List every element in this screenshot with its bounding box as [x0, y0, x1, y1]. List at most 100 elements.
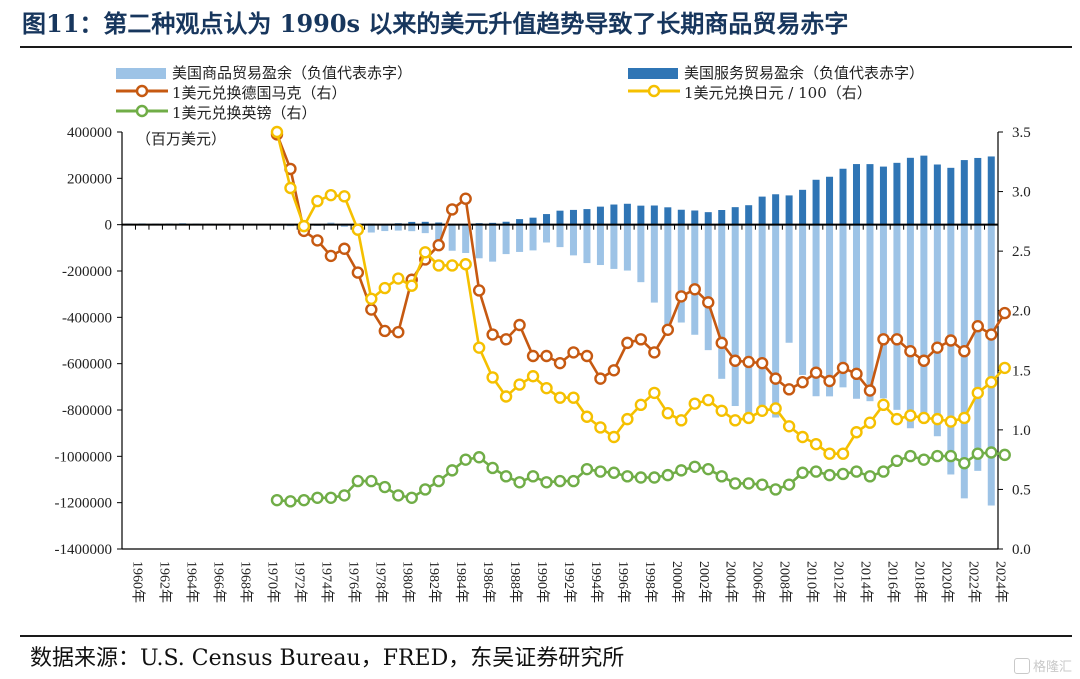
gbp-line-point-2003年	[702, 462, 715, 476]
services-bar-2015年	[866, 164, 874, 225]
jpy-line-point-2020年	[931, 412, 944, 426]
goods-bar-2001年	[677, 224, 685, 323]
watermark-text: 格隆汇	[1032, 660, 1072, 675]
dem-line-point-1975年	[324, 249, 338, 263]
jpy-line-point-1997年	[621, 412, 634, 426]
goods-bar-1985年	[462, 224, 470, 253]
services-bar-2009年	[785, 195, 793, 225]
right-tick-label: 0.5	[1012, 482, 1031, 498]
services-bar-1999年	[650, 205, 658, 225]
dem-line-point-1994年	[580, 349, 594, 363]
services-bar-2022年	[960, 160, 968, 225]
services-bar-1983年	[435, 222, 443, 225]
goods-bar-1998年	[637, 224, 645, 283]
legend-label-services: 美国服务贸易盈余（负值代表赤字）	[684, 64, 925, 82]
gbp-line-point-2013年	[836, 467, 850, 481]
goods-bar-1978年	[367, 224, 375, 233]
gbp-line-point-1978年	[365, 474, 378, 488]
x-tick-label: 1972年	[291, 561, 307, 603]
x-tick-label: 2022年	[965, 561, 981, 603]
left-tick-label: -1200000	[55, 496, 113, 512]
services-bar-2016年	[879, 166, 887, 225]
dem-line-point-2003年	[702, 296, 715, 309]
goods-bar-1979年	[381, 224, 389, 232]
watermark: 格隆汇	[1013, 656, 1072, 675]
dem-line-point-2023年	[971, 320, 984, 333]
right-tick-label: 1.5	[1012, 363, 1031, 379]
goods-bar-2007年	[758, 224, 766, 415]
services-bar-2002年	[691, 210, 699, 225]
x-tick-label: 2010年	[804, 561, 820, 603]
goods-bar-2005年	[731, 224, 739, 407]
gbp-line-point-1972年	[284, 495, 297, 508]
x-tick-label: 1962年	[157, 561, 173, 603]
right-tick-label: 3.5	[1012, 125, 1031, 141]
jpy-line-point-2023年	[971, 386, 984, 400]
goods-bar-2014年	[852, 224, 860, 399]
left-tick-label: -1400000	[55, 542, 113, 558]
dem-line-point-2008年	[769, 372, 782, 385]
x-tick-label: 2020年	[938, 561, 954, 603]
dem-line-point-undefined	[998, 306, 1011, 320]
goods-bar-2000年	[664, 224, 672, 329]
goods-bar-2024年	[987, 224, 995, 506]
jpy-line-point-1992年	[553, 391, 567, 404]
jpy-line-point-1990年	[526, 370, 540, 383]
gbp-line-point-1973年	[297, 493, 311, 507]
goods-bar-1976年	[340, 224, 348, 227]
gbp-line-point-2017年	[890, 454, 904, 468]
dem-line-point-1997年	[621, 336, 634, 350]
x-tick-label: 1964年	[184, 561, 200, 603]
gbp-line-point-2018年	[904, 449, 917, 463]
jpy-line-point-2011年	[809, 437, 823, 451]
right-tick-label: 3.0	[1012, 185, 1031, 201]
gbp-line-point-1985年	[459, 453, 472, 466]
legend-swatch-jpy-line	[628, 84, 680, 98]
jpy-line-point-1986年	[472, 341, 486, 354]
jpy-line-point-1975年	[324, 188, 338, 202]
goods-bar-2004年	[718, 224, 726, 379]
title-rule	[20, 46, 1072, 48]
services-bar-2021年	[947, 167, 955, 225]
jpy-line-point-2021年	[944, 415, 958, 428]
goods-bar-1997年	[623, 224, 631, 271]
dem-line-point-1985年	[459, 192, 472, 205]
dem-line-point-1996年	[607, 364, 621, 377]
gbp-line-point-1971年	[270, 493, 284, 507]
dem-line-point-1990年	[526, 349, 540, 363]
jpy-line-point-2001年	[675, 414, 688, 427]
jpy-line-point-2012年	[823, 447, 836, 460]
left-tick-label: 200000	[67, 171, 112, 187]
x-tick-label: 2012年	[831, 561, 847, 603]
dem-line-point-2005年	[729, 354, 742, 367]
legend-swatch-gbp-line	[116, 104, 168, 118]
x-tick-label: 1982年	[426, 561, 442, 603]
gbp-line-point-1979年	[378, 480, 391, 494]
left-tick-label: -800000	[62, 403, 112, 419]
goods-bar-2022年	[960, 224, 968, 499]
services-bar-2010年	[799, 189, 807, 225]
dem-line-point-2024年	[985, 328, 998, 341]
services-bar-1988年	[502, 221, 510, 225]
x-tick-label: 2000年	[669, 561, 685, 603]
dem-line-point-2017年	[890, 333, 904, 346]
dem-line-point-2007年	[755, 356, 769, 370]
services-bar-2017年	[893, 162, 901, 225]
services-bar-2003年	[704, 212, 712, 225]
gbp-line-point-1995年	[594, 465, 607, 478]
services-bar-1981年	[408, 221, 416, 225]
legend-swatch-services-bar	[628, 68, 678, 79]
legend-label-dem: 1美元兑换德国马克（右）	[172, 84, 347, 102]
jpy-line-point-1987年	[486, 371, 499, 384]
x-tick-label: 1970年	[265, 561, 281, 603]
services-bar-2013年	[839, 168, 847, 225]
goods-bar-2019年	[920, 224, 928, 423]
dem-line-point-2010年	[796, 376, 809, 389]
jpy-line-point-2014年	[850, 426, 863, 439]
goods-bar-1975年	[327, 222, 335, 225]
goods-bar-2015年	[866, 224, 874, 402]
services-bar-1996年	[610, 204, 618, 225]
gbp-line-point-1981年	[405, 491, 418, 504]
dem-line-point-2016年	[877, 333, 890, 346]
dem-line-point-2009年	[782, 383, 796, 396]
